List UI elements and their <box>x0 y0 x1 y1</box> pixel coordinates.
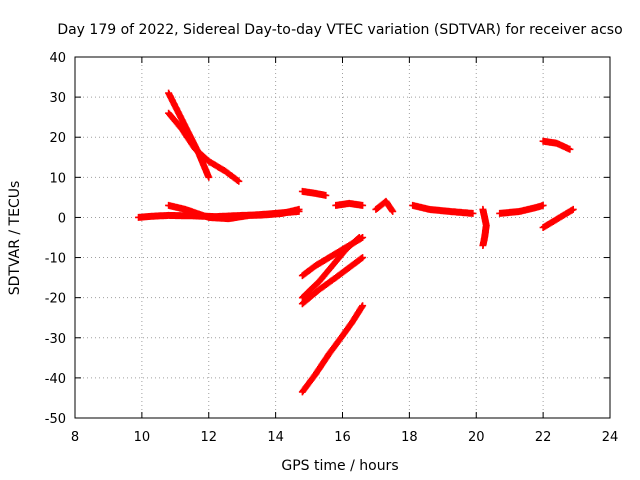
data-markers <box>298 302 367 396</box>
data-markers <box>539 137 574 153</box>
series-arc-rise-2 <box>298 234 363 302</box>
series-arc-mid-1 <box>409 201 477 217</box>
y-tick-label: -30 <box>45 332 66 347</box>
data-markers <box>165 201 303 223</box>
series-arc-late-1 <box>496 201 547 217</box>
data-markers <box>298 234 363 302</box>
series-arc-short-1 <box>298 187 330 199</box>
series-arc-short-2 <box>332 199 367 209</box>
y-tick-label: 40 <box>49 51 66 66</box>
data-markers <box>372 197 397 215</box>
series-arc-dip <box>479 205 490 249</box>
data-markers <box>479 205 490 249</box>
data-markers <box>332 199 367 209</box>
data-markers <box>298 187 330 199</box>
y-tick-label: 0 <box>58 211 66 226</box>
tick-labels: 8 10 12 14 16 18 20 22 24 -50 -40 -30 -20 -10 0 10 20 30 4… <box>45 51 619 445</box>
data-markers <box>298 254 367 308</box>
series-arc-rise-3 <box>298 254 367 308</box>
data-markers <box>409 201 477 217</box>
x-tick-label: 12 <box>200 430 217 445</box>
data-markers <box>539 205 577 231</box>
x-tick-label: 8 <box>71 430 79 445</box>
series-arc-late-2 <box>539 205 577 231</box>
chart-title: Day 179 of 2022, Sidereal Day-to-day VTE… <box>57 22 622 38</box>
x-axis-label: GPS time / hours <box>281 458 398 474</box>
y-tick-label: -20 <box>45 292 66 307</box>
data-markers <box>496 201 547 217</box>
series-arc-late-high <box>539 137 574 153</box>
grid <box>74 56 611 419</box>
x-tick-label: 24 <box>602 430 619 445</box>
x-tick-label: 20 <box>468 430 485 445</box>
y-tick-label: -10 <box>45 252 66 267</box>
y-tick-label: 20 <box>49 131 66 146</box>
y-tick-label: -50 <box>45 412 66 427</box>
x-tick-label: 10 <box>134 430 151 445</box>
plot-frame <box>74 56 611 419</box>
series-arc-short-3 <box>372 197 397 215</box>
x-tick-label: 18 <box>401 430 418 445</box>
data-markers <box>165 109 243 185</box>
y-tick-label: 30 <box>49 91 66 106</box>
series-arc-decay-mid <box>165 109 243 185</box>
series-arc-baseline-2 <box>165 201 303 223</box>
plot-area <box>135 89 577 396</box>
y-tick-label: -40 <box>45 372 66 387</box>
x-tick-label: 14 <box>267 430 284 445</box>
y-tick-label: 10 <box>49 171 66 186</box>
y-axis-label: SDTVAR / TECUs <box>7 181 23 296</box>
x-tick-label: 22 <box>535 430 552 445</box>
series-arc-rise-4 <box>298 302 367 396</box>
x-tick-label: 16 <box>334 430 351 445</box>
